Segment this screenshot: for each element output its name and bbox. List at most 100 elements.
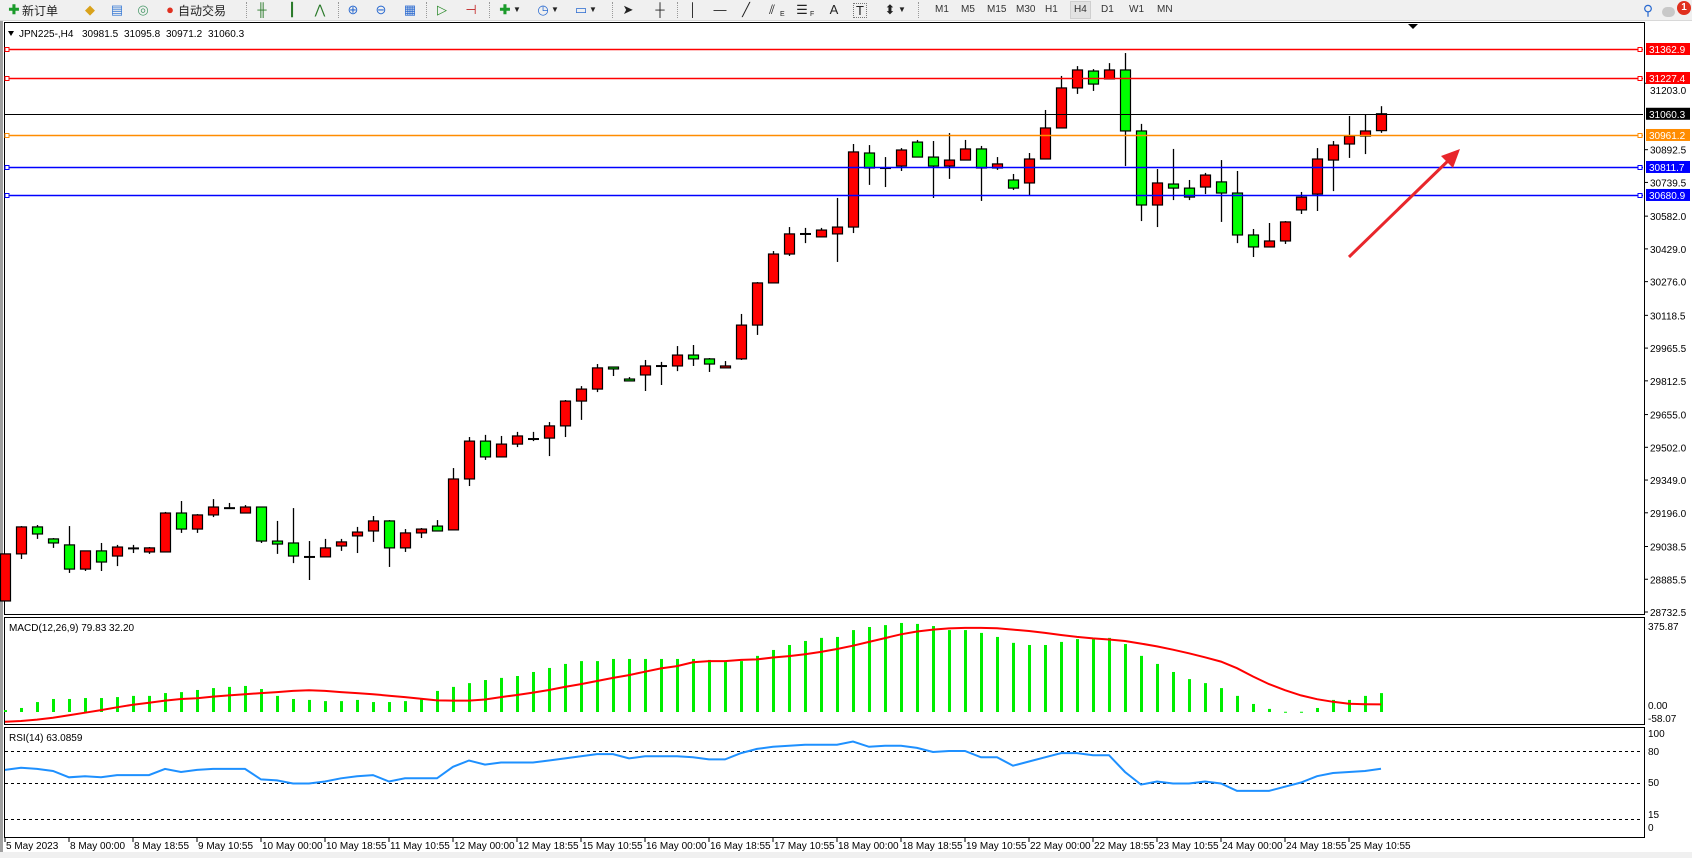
arrows-button[interactable]: ⬍ ▼ — [882, 1, 906, 19]
chart-shift-marker-icon[interactable] — [1408, 24, 1418, 29]
candle-body — [63, 544, 76, 570]
auto-trading-button[interactable]: ● 自动交易 — [162, 1, 226, 19]
candle — [943, 133, 956, 179]
level-line[interactable] — [4, 47, 1643, 52]
candle — [1375, 106, 1388, 133]
candle — [1023, 153, 1036, 197]
text-button[interactable]: A — [826, 1, 842, 19]
macd-histogram-bar — [68, 698, 71, 712]
chevron-down-icon: ▼ — [898, 5, 906, 14]
macd-histogram-bar — [852, 630, 855, 712]
candle-body — [1055, 87, 1068, 129]
level-handle-right[interactable] — [1637, 193, 1643, 198]
level-line[interactable] — [4, 193, 1643, 198]
timeframe-m30[interactable]: M30 — [1016, 4, 1036, 15]
crosshair-button[interactable]: ┼ — [652, 1, 668, 19]
price-tick-label: 30118.5 — [1650, 311, 1686, 322]
level-line[interactable] — [4, 165, 1643, 170]
collapse-triangle-icon[interactable] — [8, 31, 14, 36]
candle — [1247, 228, 1260, 258]
trendline-button[interactable]: ╱ — [738, 1, 754, 19]
periods-button[interactable]: ◷ ▼ — [535, 1, 559, 19]
equidistant-channel-button[interactable]: ⫽ E — [764, 1, 785, 19]
candle-body — [495, 443, 508, 458]
level-handle-right[interactable] — [1637, 76, 1643, 81]
trend-arrow-line[interactable] — [1347, 155, 1454, 259]
bar-chart-button[interactable]: ╫ — [254, 1, 270, 19]
macd-axis-max: 375.87 — [1648, 622, 1679, 633]
timeframe-h4[interactable]: H4 — [1070, 1, 1091, 19]
candle — [367, 516, 380, 542]
level-handle-left[interactable] — [4, 193, 10, 198]
timeframe-m1[interactable]: M1 — [935, 4, 949, 15]
candle — [415, 527, 428, 539]
candle-body — [863, 152, 876, 169]
open-value: 30981.5 — [82, 29, 119, 40]
level-handle-left[interactable] — [4, 47, 10, 52]
candle-body — [1167, 183, 1180, 189]
level-handle-right[interactable] — [1637, 133, 1643, 138]
fibonacci-button[interactable]: ☰ F — [794, 1, 814, 19]
market-watch-button[interactable]: ◆ — [82, 1, 98, 19]
macd-histogram-bar — [260, 689, 263, 712]
candle-body — [639, 365, 652, 376]
chart-shift-icon: ⊣ — [465, 2, 477, 17]
timeframe-m5[interactable]: M5 — [961, 4, 975, 15]
macd-histogram-bar — [324, 701, 327, 712]
horizontal-line-button[interactable]: — — [712, 1, 728, 19]
level-price-box — [1646, 160, 1690, 173]
rsi-pane-border — [4, 727, 1645, 838]
autoscroll-button[interactable]: ▷ — [434, 1, 450, 19]
main-pane-border — [4, 22, 1645, 615]
candlestick-button[interactable]: ┃ — [284, 1, 300, 19]
new-order-button[interactable]: ✚ 新订单 — [6, 1, 58, 19]
candle — [1151, 169, 1164, 228]
macd-histogram-bar — [1236, 695, 1239, 712]
level-line[interactable] — [4, 76, 1643, 81]
candle-body — [1183, 187, 1196, 198]
indicators-button[interactable]: ✚ ▼ — [497, 1, 521, 19]
macd-pane-border — [4, 617, 1645, 725]
text-label-button[interactable]: T — [853, 1, 867, 19]
templates-button[interactable]: ▭ ▼ — [573, 1, 597, 19]
line-chart-button[interactable]: ⋀ — [312, 1, 328, 19]
chart-shift-button[interactable]: ⊣ — [463, 1, 479, 19]
search-button[interactable]: ⚲ — [1640, 1, 1656, 19]
candle — [111, 544, 124, 567]
horizontal-levels — [4, 47, 1643, 198]
data-window-button[interactable]: ◎ — [135, 1, 151, 19]
level-line[interactable] — [4, 133, 1643, 138]
time-axis: 5 May 2023 8 May 00:00 8 May 18:55 9 May 10… — [4, 838, 1411, 852]
macd-histogram-bar — [20, 707, 23, 712]
candle-body — [1231, 192, 1244, 236]
zoom-in-button[interactable]: ⊕ — [345, 1, 361, 19]
zoom-out-button[interactable]: ⊖ — [373, 1, 389, 19]
vertical-line-button[interactable]: │ — [685, 1, 701, 19]
level-handle-left[interactable] — [4, 76, 10, 81]
rsi-axis-100: 100 — [1648, 729, 1665, 740]
timeframe-w1[interactable]: W1 — [1129, 4, 1144, 15]
level-handle-left[interactable] — [4, 133, 10, 138]
macd-histogram-bar — [84, 698, 87, 712]
candle — [751, 282, 764, 335]
macd-histogram-bar — [804, 640, 807, 712]
notifications-button[interactable] — [1662, 1, 1675, 19]
timeframe-d1[interactable]: D1 — [1101, 4, 1114, 15]
candle — [911, 139, 924, 158]
candle-body — [959, 148, 972, 161]
level-price-box — [1646, 72, 1690, 85]
timeframe-h1[interactable]: H1 — [1045, 4, 1058, 15]
macd-histogram-bar — [900, 622, 903, 712]
timeframe-mn[interactable]: MN — [1157, 4, 1173, 15]
macd-histogram-bar — [404, 701, 407, 712]
time-tick-label: 8 May 18:55 — [134, 841, 189, 852]
navigator-button[interactable]: ▤ — [109, 1, 125, 19]
level-handle-left[interactable] — [4, 165, 10, 170]
candle — [159, 511, 172, 553]
tile-windows-button[interactable]: ▦ — [402, 1, 418, 19]
level-handle-right[interactable] — [1637, 47, 1643, 52]
cursor-button[interactable]: ➤ — [620, 1, 636, 19]
level-handle-right[interactable] — [1637, 165, 1643, 170]
timeframe-m15[interactable]: M15 — [987, 4, 1007, 15]
